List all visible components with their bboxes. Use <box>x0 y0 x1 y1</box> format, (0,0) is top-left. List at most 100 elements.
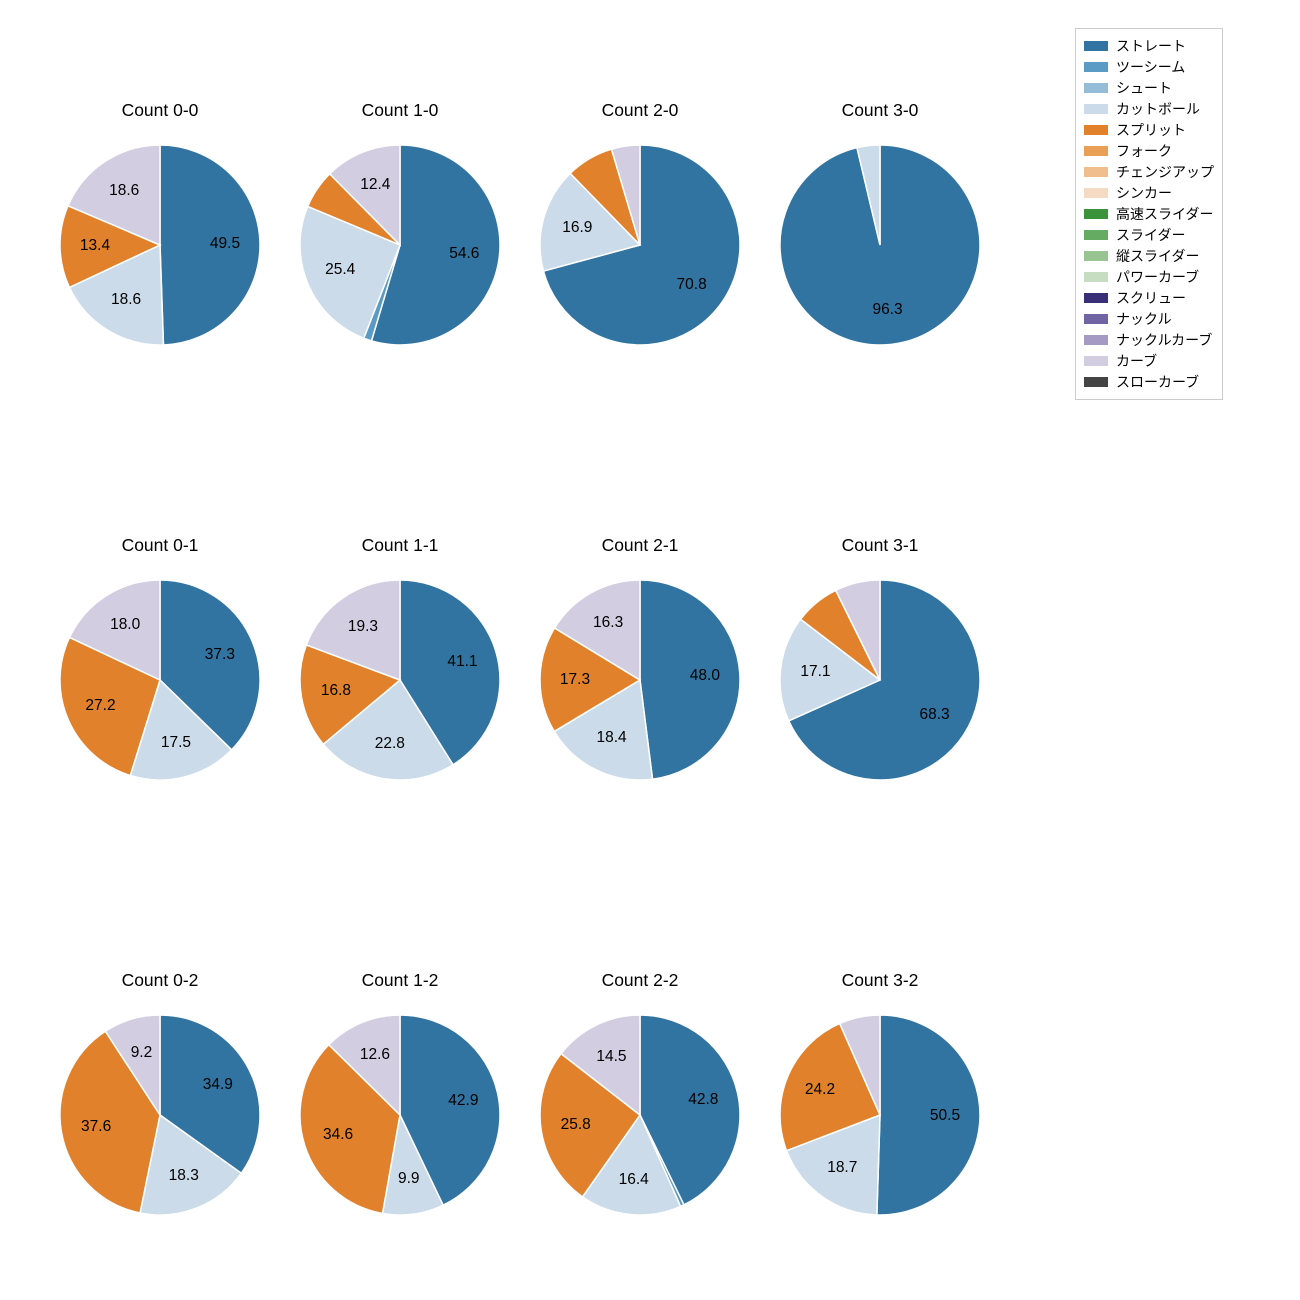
legend-label: カーブ <box>1116 351 1157 371</box>
pie-title: Count 3-0 <box>760 100 1000 121</box>
pie-title: Count 1-1 <box>280 535 520 556</box>
pie-title: Count 3-2 <box>760 970 1000 991</box>
pie-title: Count 1-2 <box>280 970 520 991</box>
slice-label: 37.3 <box>205 646 235 664</box>
legend-label: ツーシーム <box>1116 57 1185 77</box>
slice-label: 37.6 <box>81 1118 111 1136</box>
legend-label: スライダー <box>1116 225 1185 245</box>
slice-label: 12.4 <box>360 176 390 194</box>
pie-title: Count 2-2 <box>520 970 760 991</box>
slice-label: 13.4 <box>80 237 110 255</box>
slice-label: 41.1 <box>447 653 477 671</box>
legend-item: スライダー <box>1084 225 1214 245</box>
legend-item: ナックル <box>1084 309 1214 329</box>
pie-chart <box>58 1013 262 1217</box>
legend-label: スローカーブ <box>1116 372 1199 392</box>
slice-label: 18.3 <box>169 1167 199 1185</box>
slice-label: 54.6 <box>449 245 479 263</box>
legend-label: スプリット <box>1116 120 1186 140</box>
slice-label: 16.4 <box>619 1171 649 1189</box>
slice-label: 17.3 <box>560 671 590 689</box>
slice-label: 19.3 <box>348 618 378 636</box>
legend-item: シュート <box>1084 78 1214 98</box>
legend-item: スクリュー <box>1084 288 1214 308</box>
slice-label: 42.8 <box>688 1091 718 1109</box>
slice-label: 14.5 <box>596 1048 626 1066</box>
legend-swatch <box>1084 146 1108 156</box>
legend-label: スクリュー <box>1116 288 1186 308</box>
slice-label: 96.3 <box>872 301 902 319</box>
slice-label: 17.5 <box>161 734 191 752</box>
legend-label: カットボール <box>1116 99 1200 119</box>
legend-label: 高速スライダー <box>1116 204 1213 224</box>
legend: ストレートツーシームシュートカットボールスプリットフォークチェンジアップシンカー… <box>1075 28 1223 400</box>
legend-item: ストレート <box>1084 36 1214 56</box>
legend-swatch <box>1084 104 1108 114</box>
legend-swatch <box>1084 41 1108 51</box>
slice-label: 9.2 <box>131 1044 153 1062</box>
slice-label: 42.9 <box>448 1092 478 1110</box>
legend-swatch <box>1084 314 1108 324</box>
legend-swatch <box>1084 188 1108 198</box>
slice-label: 68.3 <box>919 706 949 724</box>
slice-label: 9.9 <box>398 1170 420 1188</box>
pie-title: Count 0-0 <box>40 100 280 121</box>
legend-item: ナックルカーブ <box>1084 330 1214 350</box>
legend-item: シンカー <box>1084 183 1214 203</box>
legend-item: チェンジアップ <box>1084 162 1214 182</box>
pie-title: Count 3-1 <box>760 535 1000 556</box>
legend-item: カーブ <box>1084 351 1214 371</box>
slice-label: 48.0 <box>690 667 720 685</box>
pie-title: Count 0-1 <box>40 535 280 556</box>
slice-label: 49.5 <box>210 235 240 253</box>
legend-label: ナックル <box>1116 309 1172 329</box>
legend-item: フォーク <box>1084 141 1214 161</box>
legend-item: スプリット <box>1084 120 1214 140</box>
legend-label: ストレート <box>1116 36 1186 56</box>
legend-swatch <box>1084 356 1108 366</box>
slice-label: 34.9 <box>203 1076 233 1094</box>
legend-swatch <box>1084 167 1108 177</box>
slice-label: 27.2 <box>85 697 115 715</box>
pie-slice <box>877 1015 980 1215</box>
slice-label: 18.6 <box>109 182 139 200</box>
legend-item: 高速スライダー <box>1084 204 1214 224</box>
slice-label: 18.4 <box>596 729 626 747</box>
slice-label: 12.6 <box>360 1046 390 1064</box>
legend-swatch <box>1084 83 1108 93</box>
legend-swatch <box>1084 209 1108 219</box>
legend-label: ナックルカーブ <box>1116 330 1212 350</box>
legend-item: パワーカーブ <box>1084 267 1214 287</box>
legend-label: チェンジアップ <box>1116 162 1214 182</box>
legend-swatch <box>1084 251 1108 261</box>
legend-swatch <box>1084 377 1108 387</box>
slice-label: 25.8 <box>561 1116 591 1134</box>
slice-label: 24.2 <box>805 1081 835 1099</box>
legend-label: 縦スライダー <box>1116 246 1199 266</box>
legend-label: フォーク <box>1116 141 1172 161</box>
pie-title: Count 2-1 <box>520 535 760 556</box>
legend-swatch <box>1084 125 1108 135</box>
legend-item: 縦スライダー <box>1084 246 1214 266</box>
legend-swatch <box>1084 335 1108 345</box>
legend-swatch <box>1084 293 1108 303</box>
slice-label: 18.0 <box>110 616 140 634</box>
legend-item: カットボール <box>1084 99 1214 119</box>
slice-label: 50.5 <box>930 1107 960 1125</box>
pie-title: Count 1-0 <box>280 100 520 121</box>
legend-swatch <box>1084 230 1108 240</box>
pie-title: Count 2-0 <box>520 100 760 121</box>
slice-label: 17.1 <box>800 663 830 681</box>
legend-label: パワーカーブ <box>1116 267 1199 287</box>
slice-label: 18.6 <box>111 291 141 309</box>
slice-label: 70.8 <box>677 276 707 294</box>
legend-swatch <box>1084 272 1108 282</box>
legend-label: シュート <box>1116 78 1172 98</box>
legend-swatch <box>1084 62 1108 72</box>
slice-label: 22.8 <box>375 735 405 753</box>
legend-item: ツーシーム <box>1084 57 1214 77</box>
chart-grid: Count 0-0 49.5 18.6 13.4 18.6 Count 1-0 54.6 25… <box>0 0 1300 1300</box>
slice-label: 18.7 <box>827 1159 857 1177</box>
slice-label: 16.8 <box>321 682 351 700</box>
slice-label: 25.4 <box>325 261 355 279</box>
